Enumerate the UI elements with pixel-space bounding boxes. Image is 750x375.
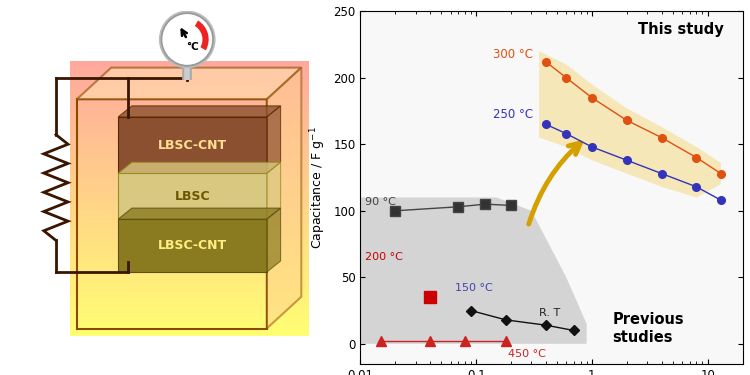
- Text: LBSC-CNT: LBSC-CNT: [158, 239, 227, 252]
- Text: °C: °C: [186, 42, 199, 51]
- Text: Previous: Previous: [612, 312, 684, 327]
- Polygon shape: [267, 208, 280, 272]
- Polygon shape: [539, 51, 721, 198]
- Text: 450 °C: 450 °C: [509, 349, 546, 359]
- Polygon shape: [76, 68, 302, 99]
- Polygon shape: [118, 106, 280, 117]
- Text: 90 °C: 90 °C: [365, 198, 396, 207]
- Polygon shape: [361, 198, 586, 344]
- Polygon shape: [267, 162, 280, 219]
- Polygon shape: [267, 106, 280, 173]
- Wedge shape: [195, 21, 208, 50]
- Polygon shape: [118, 219, 267, 272]
- Text: LBSC-CNT: LBSC-CNT: [158, 139, 227, 152]
- Text: LBSC: LBSC: [175, 190, 210, 203]
- Circle shape: [161, 13, 213, 66]
- Text: 250 °C: 250 °C: [493, 108, 533, 121]
- Text: 200 °C: 200 °C: [365, 252, 403, 262]
- Text: studies: studies: [612, 330, 673, 345]
- Circle shape: [163, 15, 211, 64]
- Polygon shape: [118, 162, 280, 173]
- Circle shape: [160, 11, 215, 68]
- Y-axis label: Capacitance / F g$^{-1}$: Capacitance / F g$^{-1}$: [308, 126, 328, 249]
- Polygon shape: [118, 173, 267, 219]
- Polygon shape: [118, 117, 267, 173]
- Polygon shape: [267, 68, 302, 328]
- Text: R. T: R. T: [539, 308, 560, 318]
- Text: 150 °C: 150 °C: [454, 283, 492, 292]
- Polygon shape: [118, 208, 280, 219]
- Text: 300 °C: 300 °C: [493, 48, 533, 61]
- Text: This study: This study: [638, 22, 724, 37]
